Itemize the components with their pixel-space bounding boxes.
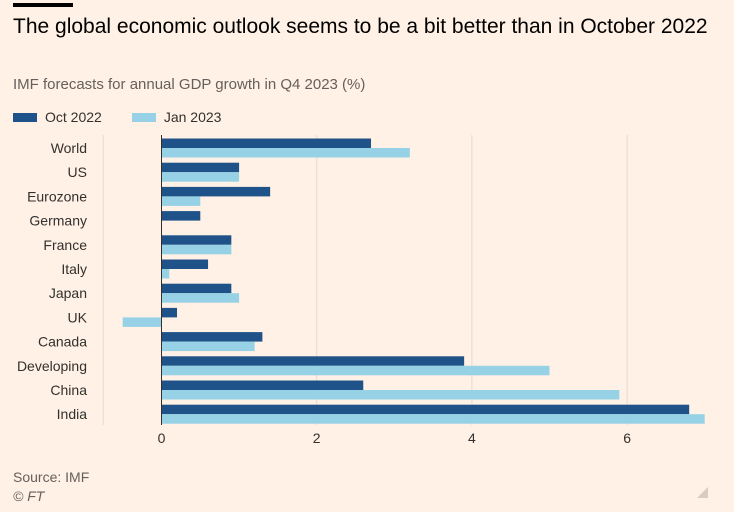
legend-label-jan-2023: Jan 2023 (163, 109, 222, 125)
bar-germany-oct-2022 (161, 211, 201, 221)
bar-uk-jan-2023 (122, 317, 162, 327)
ft-topbar (13, 3, 73, 7)
bar-india-oct-2022 (161, 404, 690, 415)
category-label-germany: Germany (29, 213, 87, 229)
bar-world-oct-2022 (161, 138, 372, 148)
bar-world-jan-2023 (161, 148, 410, 158)
bar-canada-oct-2022 (161, 332, 263, 342)
chart-subtitle: IMF forecasts for annual GDP growth in Q… (13, 76, 366, 93)
bar-china-oct-2022 (161, 380, 364, 390)
x-tick-label-4: 4 (468, 430, 476, 446)
ft-credit: © FT (13, 488, 45, 504)
bar-india-jan-2023 (161, 414, 705, 424)
category-label-france: France (43, 237, 87, 253)
legend-label-oct-2022: Oct 2022 (45, 109, 102, 125)
resize-corner-icon (697, 487, 708, 498)
bar-eurozone-oct-2022 (161, 186, 271, 197)
x-tick-label-6: 6 (623, 430, 631, 446)
x-tick-label-2: 2 (313, 430, 321, 446)
legend: Oct 2022 Jan 2023 (13, 108, 251, 126)
bar-italy-jan-2023 (161, 269, 170, 279)
bar-uk-oct-2022 (161, 307, 178, 318)
legend-item-oct-2022: Oct 2022 (13, 109, 102, 125)
bar-japan-oct-2022 (161, 283, 232, 294)
bar-us-jan-2023 (161, 172, 240, 182)
bar-france-oct-2022 (161, 235, 232, 245)
category-label-italy: Italy (61, 261, 87, 277)
category-label-canada: Canada (38, 334, 87, 350)
legend-swatch-oct-2022 (13, 112, 37, 122)
source-note: Source: IMF (13, 469, 90, 485)
category-label-uk: UK (68, 309, 88, 325)
bar-japan-jan-2023 (161, 293, 240, 303)
category-label-developing: Developing (17, 358, 87, 374)
legend-swatch-jan-2023 (131, 112, 156, 122)
bar-france-jan-2023 (161, 244, 232, 255)
category-label-india: India (57, 406, 88, 422)
bar-china-jan-2023 (161, 390, 620, 400)
bar-developing-jan-2023 (161, 365, 550, 376)
category-label-world: World (51, 140, 87, 156)
category-label-eurozone: Eurozone (27, 188, 87, 204)
category-label-us: US (68, 164, 87, 180)
legend-item-jan-2023: Jan 2023 (131, 109, 222, 125)
bar-us-oct-2022 (161, 162, 240, 173)
bar-developing-oct-2022 (161, 356, 465, 366)
category-label-china: China (50, 382, 87, 398)
bar-eurozone-jan-2023 (161, 196, 201, 206)
x-tick-label-0: 0 (158, 430, 166, 446)
bar-italy-oct-2022 (161, 259, 209, 269)
category-label-japan: Japan (49, 285, 87, 301)
chart-title: The global economic outlook seems to be … (13, 15, 708, 38)
bar-canada-jan-2023 (161, 341, 255, 352)
